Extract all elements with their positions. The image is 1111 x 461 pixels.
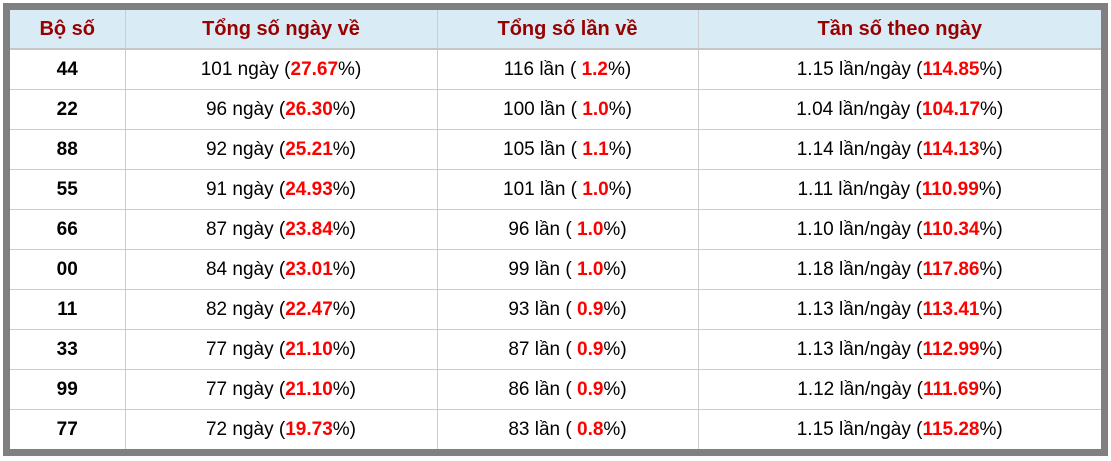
percent-highlight: 110.99: [921, 178, 979, 200]
table-row: 44 101 ngày (27.67%) 116 lần ( 1.2%) 1.15 l…: [10, 49, 1101, 90]
percent-highlight: 24.93: [285, 178, 333, 200]
percent-highlight: 104.17: [921, 98, 981, 120]
frequency-cell: 1.11 lần/ngày (110.99%): [698, 169, 1101, 210]
times-cell: 99 lần ( 1.0%): [437, 249, 699, 290]
percent-highlight: 0.9: [577, 338, 604, 360]
percent-highlight: 115.28: [922, 418, 980, 440]
percent-highlight: 110.34: [922, 218, 980, 240]
table-row: 33 77 ngày (21.10%) 87 lần ( 0.9%) 1.13 lần…: [10, 329, 1101, 370]
percent-highlight: 1.2: [581, 58, 608, 80]
pair-cell: 66: [10, 209, 126, 250]
percent-highlight: 23.84: [285, 218, 333, 240]
percent-highlight: 1.0: [577, 218, 604, 240]
days-cell: 72 ngày (19.73%): [125, 409, 438, 449]
pair-cell: 88: [10, 129, 126, 170]
times-cell: 93 lần ( 0.9%): [437, 289, 699, 330]
column-header-days: Tổng số ngày về: [125, 10, 438, 50]
table-row: 99 77 ngày (21.10%) 86 lần ( 0.9%) 1.12 lần…: [10, 369, 1101, 410]
frequency-cell: 1.12 lần/ngày (111.69%): [698, 369, 1101, 410]
frequency-cell: 1.15 lần/ngày (114.85%): [698, 49, 1101, 90]
times-cell: 96 lần ( 1.0%): [437, 209, 699, 250]
column-header-frequency: Tần số theo ngày: [698, 10, 1101, 50]
percent-highlight: 27.67: [290, 58, 339, 80]
lottery-stats-table: Bộ số Tổng số ngày về Tổng số lần về Tần…: [10, 10, 1101, 449]
frequency-cell: 1.13 lần/ngày (113.41%): [698, 289, 1101, 330]
table-row: 22 96 ngày (26.30%) 100 lần ( 1.0%) 1.04 lầ…: [10, 89, 1101, 130]
percent-highlight: 1.0: [577, 258, 604, 280]
percent-highlight: 114.85: [922, 58, 980, 80]
table-body: 44 101 ngày (27.67%) 116 lần ( 1.2%) 1.15 l…: [10, 49, 1101, 449]
table-row: 55 91 ngày (24.93%) 101 lần ( 1.0%) 1.11 lầ…: [10, 169, 1101, 210]
frequency-cell: 1.04 lần/ngày (104.17%): [698, 89, 1101, 130]
stats-table-frame: Bộ số Tổng số ngày về Tổng số lần về Tần…: [3, 3, 1108, 456]
percent-highlight: 114.13: [922, 138, 980, 160]
frequency-cell: 1.18 lần/ngày (117.86%): [698, 249, 1101, 290]
days-cell: 91 ngày (24.93%): [125, 169, 438, 210]
pair-cell: 99: [10, 369, 126, 410]
pair-cell: 11: [10, 289, 126, 330]
header-row: Bộ số Tổng số ngày về Tổng số lần về Tần…: [10, 10, 1101, 50]
percent-highlight: 111.69: [922, 378, 979, 400]
times-cell: 86 lần ( 0.9%): [437, 369, 699, 410]
days-cell: 77 ngày (21.10%): [125, 369, 438, 410]
column-header-times: Tổng số lần về: [437, 10, 699, 50]
pair-cell: 44: [10, 49, 126, 90]
percent-highlight: 26.30: [285, 98, 333, 120]
percent-highlight: 25.21: [285, 138, 333, 160]
times-cell: 87 lần ( 0.9%): [437, 329, 699, 370]
table-row: 11 82 ngày (22.47%) 93 lần ( 0.9%) 1.13 lần…: [10, 289, 1101, 330]
pair-cell: 00: [10, 249, 126, 290]
pair-cell: 77: [10, 409, 126, 449]
percent-highlight: 22.47: [285, 298, 333, 320]
times-cell: 116 lần ( 1.2%): [437, 49, 699, 90]
days-cell: 92 ngày (25.21%): [125, 129, 438, 170]
percent-highlight: 0.9: [577, 298, 604, 320]
pair-cell: 33: [10, 329, 126, 370]
percent-highlight: 112.99: [922, 338, 980, 360]
times-cell: 83 lần ( 0.8%): [437, 409, 699, 449]
percent-highlight: 1.1: [582, 138, 609, 160]
percent-highlight: 1.0: [582, 178, 609, 200]
table-row: 77 72 ngày (19.73%) 83 lần ( 0.8%) 1.15 lần…: [10, 409, 1101, 449]
times-cell: 101 lần ( 1.0%): [437, 169, 699, 210]
frequency-cell: 1.15 lần/ngày (115.28%): [698, 409, 1101, 449]
days-cell: 101 ngày (27.67%): [125, 49, 438, 90]
days-cell: 84 ngày (23.01%): [125, 249, 438, 290]
times-cell: 105 lần ( 1.1%): [437, 129, 699, 170]
times-cell: 100 lần ( 1.0%): [437, 89, 699, 130]
table-row: 00 84 ngày (23.01%) 99 lần ( 1.0%) 1.18 lần…: [10, 249, 1101, 290]
percent-highlight: 0.8: [577, 418, 604, 440]
frequency-cell: 1.13 lần/ngày (112.99%): [698, 329, 1101, 370]
percent-highlight: 1.0: [582, 98, 609, 120]
days-cell: 87 ngày (23.84%): [125, 209, 438, 250]
percent-highlight: 21.10: [285, 378, 333, 400]
percent-highlight: 113.41: [922, 298, 980, 320]
days-cell: 96 ngày (26.30%): [125, 89, 438, 130]
percent-highlight: 117.86: [922, 258, 980, 280]
column-header-pair: Bộ số: [10, 10, 126, 50]
days-cell: 77 ngày (21.10%): [125, 329, 438, 370]
table-row: 88 92 ngày (25.21%) 105 lần ( 1.1%) 1.14 lầ…: [10, 129, 1101, 170]
percent-highlight: 0.9: [577, 378, 604, 400]
table-row: 66 87 ngày (23.84%) 96 lần ( 1.0%) 1.10 lần…: [10, 209, 1101, 250]
frequency-cell: 1.14 lần/ngày (114.13%): [698, 129, 1101, 170]
pair-cell: 22: [10, 89, 126, 130]
table-header: Bộ số Tổng số ngày về Tổng số lần về Tần…: [10, 10, 1101, 50]
percent-highlight: 23.01: [285, 258, 333, 280]
percent-highlight: 19.73: [285, 418, 333, 440]
frequency-cell: 1.10 lần/ngày (110.34%): [698, 209, 1101, 250]
pair-cell: 55: [10, 169, 126, 210]
days-cell: 82 ngày (22.47%): [125, 289, 438, 330]
percent-highlight: 21.10: [285, 338, 333, 360]
